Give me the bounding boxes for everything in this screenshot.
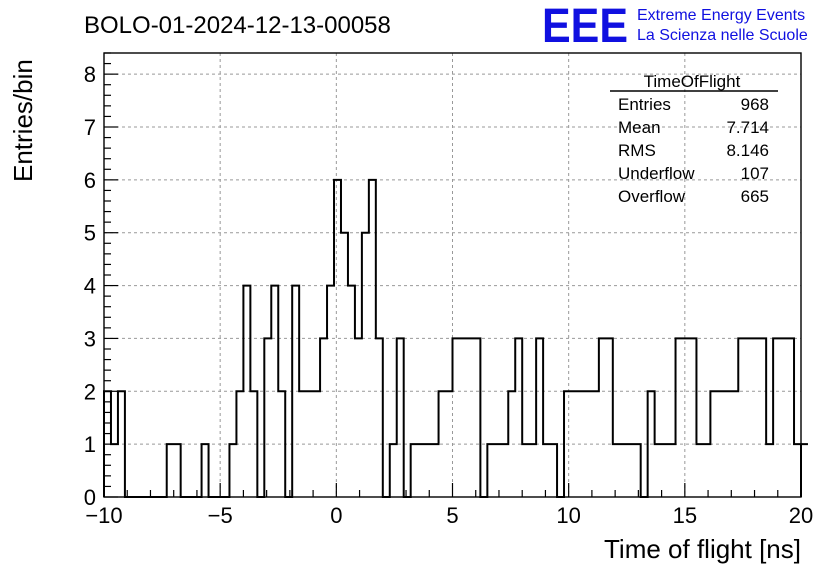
stats-label-underflow: Underflow (618, 164, 695, 183)
y-tick-label: 2 (84, 379, 96, 404)
x-tick-label: 10 (556, 503, 580, 528)
stats-row: Entries 968 (618, 95, 769, 114)
stats-row: RMS 8.146 (618, 141, 769, 160)
y-axis-ticks: 0 1 2 3 4 5 6 7 8 (84, 52, 118, 510)
stats-value-overflow: 665 (741, 187, 769, 206)
y-axis-label: Entries/bin (8, 59, 38, 182)
x-tick-label: 20 (789, 503, 813, 528)
eee-logo-mark: EEE (542, 0, 628, 53)
eee-logo: EEE Extreme Energy Events La Scienza nel… (542, 0, 808, 53)
x-axis-ticks: −10 −5 0 5 10 15 20 (85, 483, 813, 528)
y-tick-label: 8 (84, 62, 96, 87)
eee-logo-line2: La Scienza nelle Scuole (637, 27, 808, 44)
x-axis-label: Time of flight [ns] (604, 534, 801, 564)
y-tick-label: 3 (84, 326, 96, 351)
stats-label-overflow: Overflow (618, 187, 686, 206)
stats-row: Mean 7.714 (618, 118, 769, 137)
y-tick-label: 0 (84, 485, 96, 510)
x-tick-label: −10 (85, 503, 122, 528)
y-tick-label: 5 (84, 221, 96, 246)
stats-value-underflow: 107 (741, 164, 769, 183)
stats-row: Underflow 107 (618, 164, 769, 183)
y-tick-label: 7 (84, 115, 96, 140)
stats-title: TimeOfFlight (644, 72, 741, 91)
x-tick-label: −5 (208, 503, 233, 528)
stats-label-rms: RMS (618, 141, 656, 160)
stats-value-mean: 7.714 (726, 118, 769, 137)
y-tick-label: 1 (84, 432, 96, 457)
x-tick-label: 15 (673, 503, 697, 528)
histogram-series (103, 178, 808, 498)
stats-value-rms: 8.146 (726, 141, 769, 160)
x-tick-label: 0 (330, 503, 342, 528)
x-tick-label: 5 (446, 503, 458, 528)
eee-logo-line1: Extreme Energy Events (637, 7, 805, 24)
stats-box: TimeOfFlight Entries 968 Mean 7.714 RMS … (610, 72, 778, 206)
y-tick-label: 4 (84, 274, 96, 299)
stats-label-entries: Entries (618, 95, 671, 114)
stats-row: Overflow 665 (618, 187, 769, 206)
y-tick-label: 6 (84, 168, 96, 193)
chart-title: BOLO-01-2024-12-13-00058 (84, 12, 391, 39)
stats-label-mean: Mean (618, 118, 661, 137)
stats-value-entries: 968 (741, 95, 769, 114)
